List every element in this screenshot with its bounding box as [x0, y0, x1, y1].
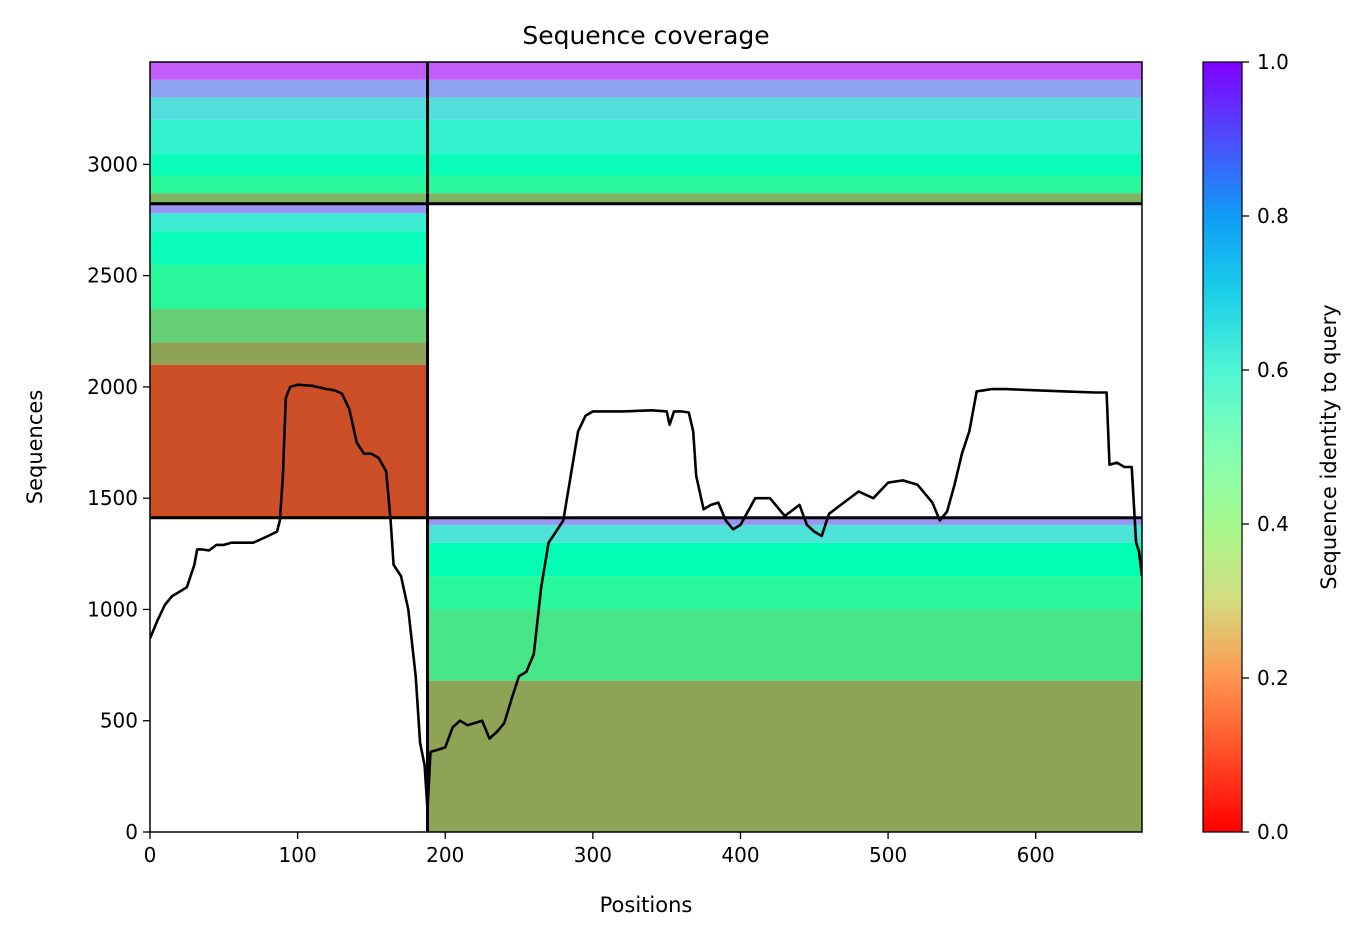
- heatmap-band-upper-both: [150, 119, 1142, 154]
- heatmap-band-upper-both: [150, 175, 1142, 194]
- x-tick-label: 100: [279, 843, 317, 867]
- heatmap-band-lower-right: [427, 680, 1142, 832]
- chart-title: Sequence coverage: [522, 21, 769, 50]
- heatmap-band-upper-both: [150, 153, 1142, 176]
- y-tick-label: 1500: [87, 486, 138, 510]
- x-tick-label: 600: [1017, 843, 1055, 867]
- colorbar-tick-label: 1.0: [1257, 50, 1289, 74]
- colorbar: [1202, 61, 1243, 833]
- y-tick-label: 2000: [87, 375, 138, 399]
- plot-frame: [149, 61, 1143, 833]
- x-tick-label: 500: [869, 843, 907, 867]
- heatmap-band-upper-both: [150, 97, 1142, 120]
- coverage-heatmap: [150, 62, 1142, 832]
- heatmap-band-upper-both: [150, 79, 1142, 98]
- x-tick-label: 400: [721, 843, 759, 867]
- heatmap-band-middle-left: [150, 203, 428, 214]
- heatmap-band-middle-left: [150, 342, 428, 365]
- y-tick-label: 2500: [87, 264, 138, 288]
- y-axis-label: Sequences: [23, 390, 47, 505]
- y-tick-label: 1000: [87, 597, 138, 621]
- heatmap-band-lower-right: [427, 524, 1142, 543]
- heatmap-band-middle-left: [150, 231, 428, 265]
- heatmap-band-lower-right: [427, 542, 1142, 577]
- coverage-line: [150, 383, 1142, 812]
- y-tick-label: 500: [100, 709, 138, 733]
- y-axis-ticks: 0 500 1000 1500 2000 2500 3000: [87, 152, 150, 844]
- coverage-line-layer: [150, 383, 1142, 812]
- colorbar-tick-label: 0.8: [1257, 204, 1289, 228]
- colorbar-tick-label: 0.4: [1257, 512, 1289, 536]
- heatmap-band-upper-both: [150, 193, 1142, 204]
- heatmap-band-middle-left: [150, 309, 428, 343]
- colorbar-tick-label: 0.6: [1257, 358, 1289, 382]
- x-axis-ticks: 0 100 200 300 400 500 600: [144, 832, 1055, 867]
- colorbar-ticks: 0.0 0.2 0.4 0.6 0.8 1.0: [1242, 50, 1289, 844]
- heatmap-band-lower-right: [427, 609, 1142, 681]
- colorbar-label: Sequence identity to query: [1317, 304, 1341, 589]
- colorbar-tick-label: 0.0: [1257, 820, 1289, 844]
- heatmap-band-lower-right: [427, 576, 1142, 610]
- x-tick-label: 0: [144, 843, 157, 867]
- y-tick-label: 3000: [87, 152, 138, 176]
- x-tick-label: 300: [574, 843, 612, 867]
- x-tick-label: 200: [426, 843, 464, 867]
- heatmap-band-upper-both: [150, 62, 1142, 80]
- heatmap-band-middle-left: [150, 213, 428, 232]
- block-dividers: [150, 62, 1142, 832]
- colorbar-tick-label: 0.2: [1257, 666, 1289, 690]
- heatmap-band-lower-right: [427, 517, 1142, 525]
- x-axis-label: Positions: [600, 893, 693, 917]
- y-tick-label: 0: [125, 820, 138, 844]
- heatmap-band-middle-left: [150, 264, 428, 310]
